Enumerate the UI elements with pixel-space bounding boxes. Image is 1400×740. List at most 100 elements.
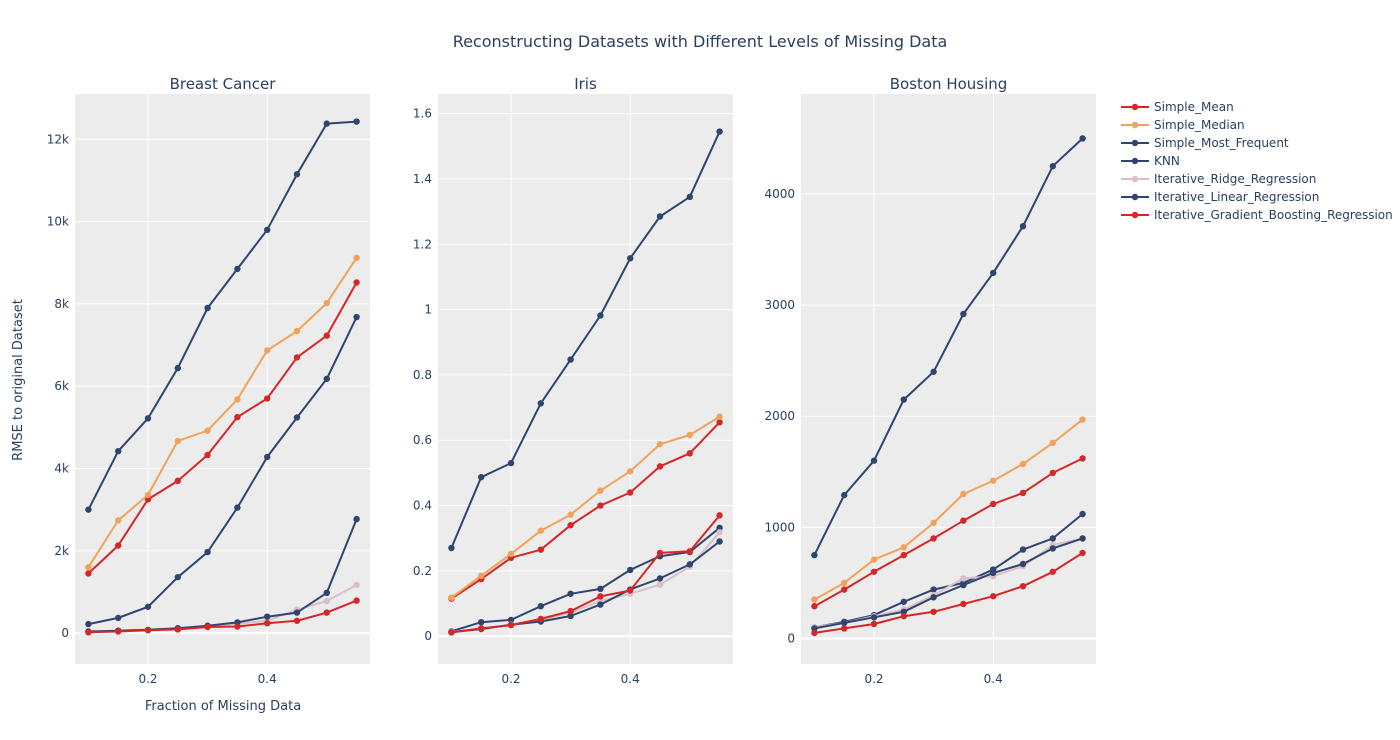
legend-item[interactable]: Iterative_Gradient_Boosting_Regression bbox=[1121, 208, 1393, 222]
data-point bbox=[567, 521, 574, 529]
data-point bbox=[1049, 535, 1056, 542]
legend-item[interactable]: Simple_Most_Frequent bbox=[1121, 136, 1289, 150]
data-point bbox=[811, 551, 818, 559]
data-point bbox=[507, 621, 515, 629]
data-point bbox=[323, 299, 330, 307]
data-point bbox=[686, 548, 693, 555]
data-point bbox=[686, 450, 693, 457]
data-point bbox=[1019, 583, 1027, 590]
data-point bbox=[353, 118, 360, 125]
data-point bbox=[960, 575, 967, 582]
x-axis-label: Fraction of Missing Data bbox=[145, 699, 301, 714]
data-point bbox=[1079, 535, 1086, 542]
y-tick-label: 1.4 bbox=[413, 172, 432, 186]
subplot-title: Breast Cancer bbox=[170, 75, 277, 93]
legend-item[interactable]: Simple_Mean bbox=[1121, 100, 1234, 114]
legend-item[interactable]: Simple_Median bbox=[1121, 118, 1245, 132]
legend-label: Simple_Most_Frequent bbox=[1154, 136, 1289, 150]
data-point bbox=[626, 489, 634, 496]
data-point bbox=[900, 608, 908, 615]
data-point bbox=[686, 431, 693, 439]
series-line bbox=[450, 415, 721, 599]
y-tick-label: 8k bbox=[54, 297, 69, 311]
series-Iterative_Gradient_Boosting_Regression bbox=[85, 597, 360, 636]
data-point bbox=[204, 548, 211, 556]
data-point bbox=[989, 477, 997, 484]
data-point bbox=[85, 629, 92, 636]
data-point bbox=[716, 413, 723, 420]
data-point bbox=[507, 459, 515, 467]
data-point bbox=[293, 327, 301, 335]
data-point bbox=[567, 607, 574, 615]
legend[interactable]: Simple_Mean Simple_Median Simple_Most_Freq… bbox=[1121, 100, 1393, 222]
x-tick-label: 0.4 bbox=[621, 672, 640, 686]
data-point bbox=[870, 620, 878, 628]
subplot-2: 0.2 0.4 0 0.2 0.4 0.6 0.8 1 1.2 1.4 1.6 Iris bbox=[413, 75, 733, 686]
data-point bbox=[115, 542, 122, 549]
series-line bbox=[87, 282, 358, 575]
data-point bbox=[263, 347, 271, 354]
data-point bbox=[323, 332, 330, 339]
data-point bbox=[567, 590, 574, 597]
y-tick-label: 0.8 bbox=[413, 368, 432, 382]
data-point bbox=[353, 581, 360, 589]
data-point bbox=[900, 396, 908, 403]
data-point bbox=[716, 419, 723, 426]
data-point bbox=[900, 598, 908, 605]
data-point bbox=[115, 517, 122, 524]
legend-label: Simple_Median bbox=[1154, 118, 1245, 132]
data-point bbox=[1079, 549, 1086, 557]
data-point bbox=[960, 600, 967, 608]
series-Simple_Median bbox=[448, 413, 723, 601]
y-tick-label: 1.6 bbox=[413, 107, 432, 121]
series-line bbox=[814, 552, 1084, 634]
series-Simple_Median bbox=[85, 254, 360, 571]
data-point bbox=[567, 612, 574, 620]
data-point bbox=[811, 625, 818, 632]
series-Simple_Most_Frequent bbox=[448, 128, 723, 552]
data-point bbox=[448, 544, 455, 552]
y-tick-label: 10k bbox=[47, 215, 69, 229]
data-point bbox=[448, 594, 455, 601]
data-point bbox=[960, 310, 967, 318]
data-point bbox=[626, 468, 634, 475]
data-point bbox=[930, 519, 937, 527]
data-point bbox=[656, 440, 664, 448]
data-point bbox=[626, 587, 634, 594]
legend-item[interactable]: Iterative_Ridge_Regression bbox=[1121, 172, 1316, 186]
data-point bbox=[85, 564, 92, 571]
data-point bbox=[537, 400, 545, 407]
data-point bbox=[930, 608, 937, 615]
data-point bbox=[841, 625, 848, 632]
data-point bbox=[323, 120, 330, 127]
subplot-3: 0.2 0.4 0 1000 2000 3000 4000 Boston Housing bbox=[764, 75, 1096, 686]
subplots: 0.2 0.4 0 2k 4k 6k 8k 10k 12k Breast Cancer 0.2 0.4… bbox=[47, 75, 1096, 686]
y-tick-label: 0 bbox=[787, 631, 795, 645]
data-point bbox=[144, 627, 152, 634]
series-line bbox=[813, 137, 1084, 556]
data-point bbox=[597, 585, 604, 593]
data-point bbox=[478, 618, 485, 626]
legend-item[interactable]: KNN bbox=[1121, 154, 1180, 168]
series-line bbox=[813, 457, 1084, 608]
plot-area bbox=[801, 94, 1096, 664]
data-point bbox=[1019, 560, 1027, 568]
y-tick-label: 4000 bbox=[764, 187, 795, 201]
data-point bbox=[323, 609, 330, 616]
data-point bbox=[293, 609, 301, 616]
data-point bbox=[507, 550, 515, 558]
data-point bbox=[567, 511, 574, 518]
data-point bbox=[115, 628, 122, 635]
data-point bbox=[1079, 135, 1086, 142]
y-tick-label: 1.2 bbox=[413, 237, 432, 251]
series-KNN bbox=[85, 313, 360, 628]
legend-item[interactable]: Iterative_Linear_Regression bbox=[1121, 190, 1319, 204]
series-Simple_Mean bbox=[811, 455, 1086, 610]
data-point bbox=[900, 551, 908, 559]
y-axis-label: RMSE to original Dataset bbox=[11, 299, 26, 461]
data-point bbox=[626, 566, 634, 574]
data-point bbox=[234, 504, 241, 511]
data-point bbox=[204, 451, 211, 459]
data-point bbox=[204, 623, 211, 631]
